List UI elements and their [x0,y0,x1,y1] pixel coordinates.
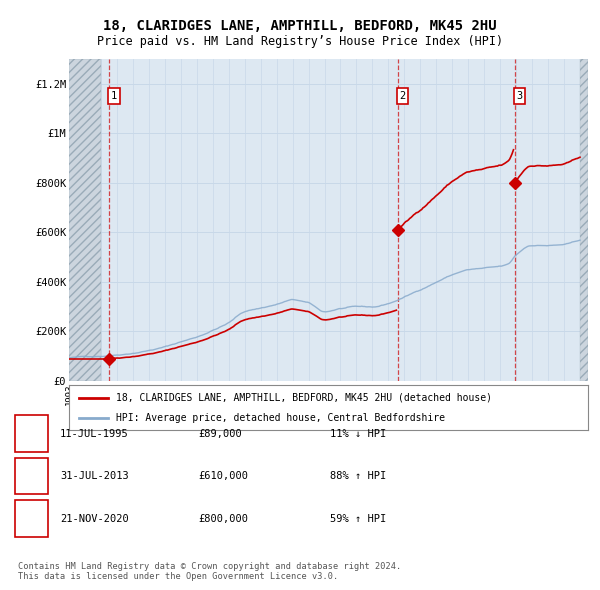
Text: 31-JUL-2013: 31-JUL-2013 [60,471,129,481]
Text: 3: 3 [516,91,523,101]
Text: 18, CLARIDGES LANE, AMPTHILL, BEDFORD, MK45 2HU (detached house): 18, CLARIDGES LANE, AMPTHILL, BEDFORD, M… [116,393,492,402]
Text: HPI: Average price, detached house, Central Bedfordshire: HPI: Average price, detached house, Cent… [116,414,445,424]
Text: Contains HM Land Registry data © Crown copyright and database right 2024.
This d: Contains HM Land Registry data © Crown c… [18,562,401,581]
Text: 1: 1 [111,91,118,101]
Text: 11% ↓ HPI: 11% ↓ HPI [330,429,386,438]
Text: Price paid vs. HM Land Registry’s House Price Index (HPI): Price paid vs. HM Land Registry’s House … [97,35,503,48]
Text: 11-JUL-1995: 11-JUL-1995 [60,429,129,438]
Bar [69,59,101,381]
Bar [580,59,588,381]
Text: 18, CLARIDGES LANE, AMPTHILL, BEDFORD, MK45 2HU: 18, CLARIDGES LANE, AMPTHILL, BEDFORD, M… [103,19,497,33]
Text: 1: 1 [28,429,35,438]
Text: £610,000: £610,000 [198,471,248,481]
Text: £800,000: £800,000 [198,514,248,523]
Text: 88% ↑ HPI: 88% ↑ HPI [330,471,386,481]
Text: 21-NOV-2020: 21-NOV-2020 [60,514,129,523]
Text: £89,000: £89,000 [198,429,242,438]
Text: 2: 2 [28,471,35,481]
Text: 59% ↑ HPI: 59% ↑ HPI [330,514,386,523]
Text: 3: 3 [28,514,35,523]
Text: 2: 2 [400,91,406,101]
